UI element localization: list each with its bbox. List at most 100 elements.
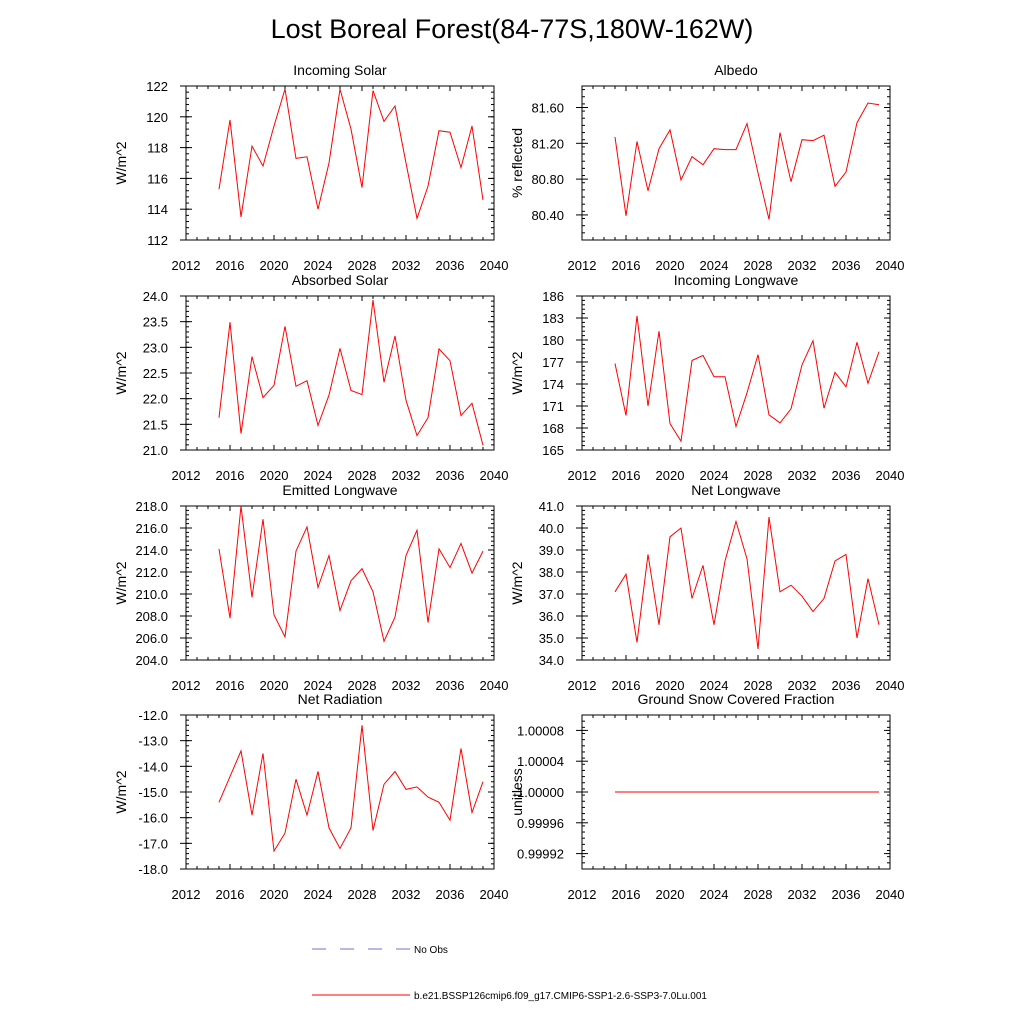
y-tick-label: 1.00000 [517, 785, 564, 800]
x-tick-label: 2020 [656, 258, 685, 273]
panel-7: Net Radiation W/m^2 2012 2016 2020 2024 2028 20… [113, 691, 508, 902]
x-tick-label: 2012 [568, 887, 597, 902]
y-tick-label: 216.0 [135, 521, 168, 536]
x-tick-label: 2012 [568, 258, 597, 273]
y-tick-label: -13.0 [138, 734, 168, 749]
x-tick-label: 2012 [568, 468, 597, 483]
x-tick-label: 2020 [260, 887, 289, 902]
y-tick-label: 174 [542, 377, 564, 392]
y-tick-label: 114 [147, 202, 168, 217]
y-tick-label: -16.0 [138, 811, 168, 826]
y-tick-label: 23.5 [143, 315, 168, 330]
y-tick-label: 112 [147, 233, 168, 248]
y-tick-label: -18.0 [138, 862, 168, 877]
plot-frame [581, 505, 891, 661]
x-tick-label: 2040 [876, 887, 905, 902]
x-tick-label: 2040 [876, 678, 905, 693]
panel-title: Emitted Longwave [282, 482, 397, 498]
plot-frame [581, 85, 891, 241]
y-tick-label: 40.0 [539, 521, 564, 536]
y-axis-label: W/m^2 [113, 351, 129, 394]
y-tick-label: 39.0 [539, 543, 564, 558]
x-tick-label: 2028 [348, 468, 377, 483]
x-tick-label: 2040 [480, 468, 509, 483]
x-tick-label: 2020 [260, 468, 289, 483]
x-tick-label: 2024 [700, 468, 729, 483]
legend-model-label: b.e21.BSSP126cmip6.f09_g17.CMIP6-SSP1-2.… [414, 991, 707, 1002]
series-line [218, 300, 484, 446]
y-tick-label: -12.0 [138, 708, 168, 723]
y-tick-label: 210.0 [135, 587, 168, 602]
x-tick-label: 2012 [172, 678, 201, 693]
figure-title: Lost Boreal Forest(84-77S,180W-162W) [270, 14, 754, 44]
x-tick-label: 2036 [436, 678, 465, 693]
x-tick-label: 2012 [172, 468, 201, 483]
y-tick-label: 1.00004 [517, 754, 564, 769]
y-tick-label: 0.99992 [517, 847, 564, 862]
y-tick-label: 24.0 [143, 289, 168, 304]
legend-obs-label: No Obs [414, 945, 448, 956]
x-tick-label: 2036 [832, 887, 861, 902]
panel-5: Emitted Longwave W/m^2 2012 2016 2020 2024 202… [113, 482, 508, 693]
x-tick-label: 2036 [436, 258, 465, 273]
x-tick-label: 2040 [480, 887, 509, 902]
x-tick-label: 2024 [700, 678, 729, 693]
panel-title: Net Longwave [691, 482, 781, 498]
y-tick-label: 206.0 [135, 631, 168, 646]
x-tick-label: 2032 [788, 258, 817, 273]
x-tick-label: 2012 [172, 258, 201, 273]
x-tick-label: 2040 [876, 258, 905, 273]
x-tick-label: 2028 [744, 468, 773, 483]
x-tick-label: 2020 [260, 678, 289, 693]
x-tick-label: 2032 [392, 678, 421, 693]
y-tick-label: 118 [147, 141, 168, 156]
chart-panels: Incoming Solar W/m^2 2012 2016 2020 2024 2028 2… [113, 62, 904, 902]
x-tick-label: 2036 [832, 258, 861, 273]
x-tick-label: 2020 [656, 468, 685, 483]
y-tick-label: 41.0 [539, 499, 564, 514]
series-line [614, 315, 880, 443]
y-tick-label: 212.0 [135, 565, 168, 580]
x-tick-label: 2016 [216, 258, 245, 273]
x-tick-label: 2036 [832, 468, 861, 483]
y-tick-label: 80.40 [531, 208, 564, 223]
panel-8: Ground Snow Covered Fraction unitless 2012… [509, 691, 904, 902]
panel-2: Albedo % reflected 2012 2016 2020 2024 2028 203… [509, 62, 904, 273]
x-tick-label: 2024 [304, 468, 333, 483]
y-tick-label: 35.0 [539, 631, 564, 646]
series-line [218, 505, 484, 643]
plot-frame [185, 505, 495, 661]
y-axis-label: % reflected [509, 128, 525, 198]
x-tick-label: 2032 [788, 678, 817, 693]
y-tick-label: -14.0 [138, 759, 168, 774]
x-tick-label: 2028 [744, 258, 773, 273]
y-tick-label: 21.0 [143, 443, 168, 458]
x-tick-label: 2036 [436, 887, 465, 902]
y-tick-label: 36.0 [539, 609, 564, 624]
y-tick-label: 1.00008 [517, 723, 564, 738]
y-tick-label: 168 [542, 421, 564, 436]
x-tick-label: 2016 [612, 678, 641, 693]
y-tick-label: 23.0 [143, 340, 168, 355]
y-tick-label: -15.0 [138, 785, 168, 800]
x-tick-label: 2028 [744, 678, 773, 693]
panel-title: Incoming Solar [293, 62, 387, 78]
x-tick-label: 2028 [348, 887, 377, 902]
x-tick-label: 2028 [744, 887, 773, 902]
x-tick-label: 2036 [436, 468, 465, 483]
y-tick-label: 81.60 [531, 100, 564, 115]
y-axis-label: W/m^2 [113, 141, 129, 184]
panel-title: Absorbed Solar [292, 272, 389, 288]
x-tick-label: 2040 [876, 468, 905, 483]
x-tick-label: 2012 [568, 678, 597, 693]
x-tick-label: 2020 [656, 887, 685, 902]
x-tick-label: 2024 [304, 678, 333, 693]
x-tick-label: 2036 [832, 678, 861, 693]
y-tick-label: 218.0 [135, 499, 168, 514]
x-tick-label: 2040 [480, 258, 509, 273]
y-tick-label: 204.0 [135, 653, 168, 668]
y-tick-label: 208.0 [135, 609, 168, 624]
y-tick-label: 38.0 [539, 565, 564, 580]
x-tick-label: 2024 [700, 887, 729, 902]
